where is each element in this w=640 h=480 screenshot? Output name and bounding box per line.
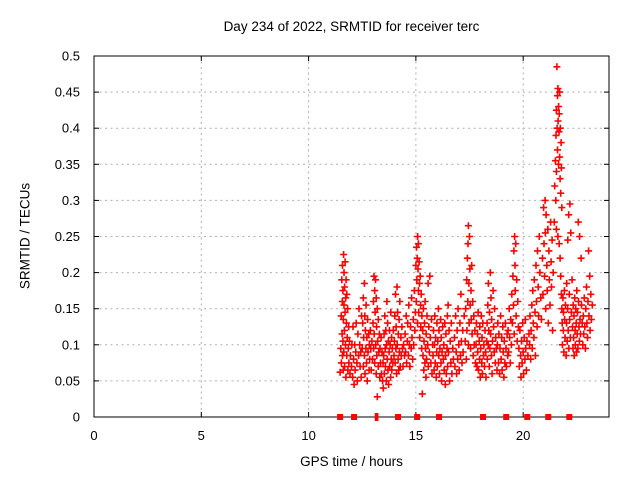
svg-text:15: 15 (409, 428, 423, 443)
svg-text:0.05: 0.05 (55, 373, 80, 388)
y-tick-labels: 0 0.05 0.1 0.15 0.2 0.25 0.3 0.35 0.4 0.45 0.5 (55, 49, 80, 425)
svg-text:0.2: 0.2 (62, 265, 80, 280)
svg-text:20: 20 (516, 428, 530, 443)
svg-text:0.5: 0.5 (62, 49, 80, 64)
svg-text:0.25: 0.25 (55, 229, 80, 244)
scatter-points (336, 63, 596, 401)
svg-text:10: 10 (301, 428, 315, 443)
svg-text:5: 5 (198, 428, 205, 443)
svg-text:0.1: 0.1 (62, 337, 80, 352)
y-axis-label: SRMTID / TECUs (17, 182, 33, 290)
gridlines (94, 56, 609, 417)
zero-markers (337, 413, 573, 421)
svg-text:0.35: 0.35 (55, 157, 80, 172)
svg-text:0.15: 0.15 (55, 301, 80, 316)
svg-text:0.3: 0.3 (62, 193, 80, 208)
svg-text:0.4: 0.4 (62, 121, 80, 136)
chart-title: Day 234 of 2022, SRMTID for receiver ter… (223, 19, 480, 34)
svg-text:0: 0 (90, 428, 97, 443)
svg-text:0.45: 0.45 (55, 85, 80, 100)
x-axis-label: GPS time / hours (300, 454, 403, 469)
x-tick-labels: 0 5 10 15 20 (90, 428, 530, 443)
svg-text:0: 0 (73, 410, 80, 425)
